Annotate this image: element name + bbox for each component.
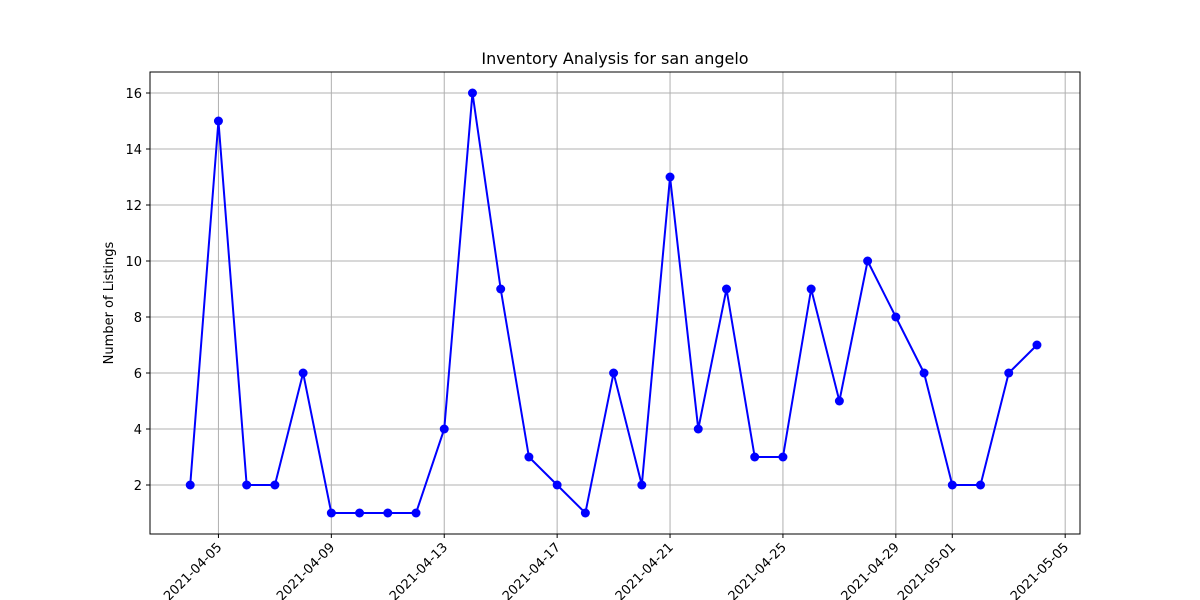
x-tick-label: 2021-05-01 — [895, 540, 959, 600]
chart-title: Inventory Analysis for san angelo — [481, 49, 748, 68]
plot-area — [185, 88, 1042, 518]
data-point — [947, 480, 957, 490]
data-point — [411, 508, 421, 518]
data-point — [298, 368, 308, 378]
data-point — [750, 452, 760, 462]
data-point — [721, 284, 731, 294]
x-tick-label: 2021-04-05 — [161, 540, 225, 600]
data-point — [185, 480, 195, 490]
x-tick-label: 2021-04-17 — [500, 540, 564, 600]
data-point — [383, 508, 393, 518]
grid — [150, 72, 1080, 534]
data-point — [326, 508, 336, 518]
data-point — [919, 368, 929, 378]
y-tick-label: 4 — [134, 423, 142, 438]
data-point — [665, 172, 675, 182]
data-point — [637, 480, 647, 490]
data-point — [467, 88, 477, 98]
data-point — [609, 368, 619, 378]
data-point — [1032, 340, 1042, 350]
data-point — [834, 396, 844, 406]
data-point — [439, 424, 449, 434]
data-point — [213, 116, 223, 126]
y-tick-label: 10 — [125, 255, 142, 270]
data-point — [552, 480, 562, 490]
y-tick-label: 16 — [125, 87, 142, 102]
data-point — [524, 452, 534, 462]
x-axis: 2021-04-05 2021-04-09 2021-04-13 2021-04-17… — [161, 534, 1072, 600]
x-tick-label: 2021-04-29 — [839, 540, 903, 600]
y-tick-label: 8 — [134, 311, 142, 326]
y-axis-label: Number of Listings — [102, 241, 117, 364]
y-tick-label: 2 — [134, 479, 142, 494]
y-tick-label: 6 — [134, 367, 142, 382]
data-point — [778, 452, 788, 462]
x-tick-label: 2021-04-13 — [387, 540, 451, 600]
axes-frame — [149, 71, 1081, 535]
data-point — [355, 508, 365, 518]
data-point — [242, 480, 252, 490]
x-tick-label: 2021-04-25 — [726, 540, 790, 600]
y-axis: 2 4 6 8 10 12 14 16 — [125, 87, 150, 494]
data-point — [270, 480, 280, 490]
data-point — [863, 256, 873, 266]
data-point — [580, 508, 590, 518]
x-tick-label: 2021-04-09 — [274, 540, 338, 600]
x-tick-label: 2021-04-21 — [613, 540, 677, 600]
data-point — [806, 284, 816, 294]
series-line — [189, 92, 1038, 514]
data-point — [693, 424, 703, 434]
data-point — [496, 284, 506, 294]
x-tick-label: 2021-05-05 — [1008, 540, 1072, 600]
data-point — [891, 312, 901, 322]
data-point — [976, 480, 986, 490]
y-tick-label: 12 — [125, 199, 142, 214]
data-point — [1004, 368, 1014, 378]
y-tick-label: 14 — [125, 143, 142, 158]
